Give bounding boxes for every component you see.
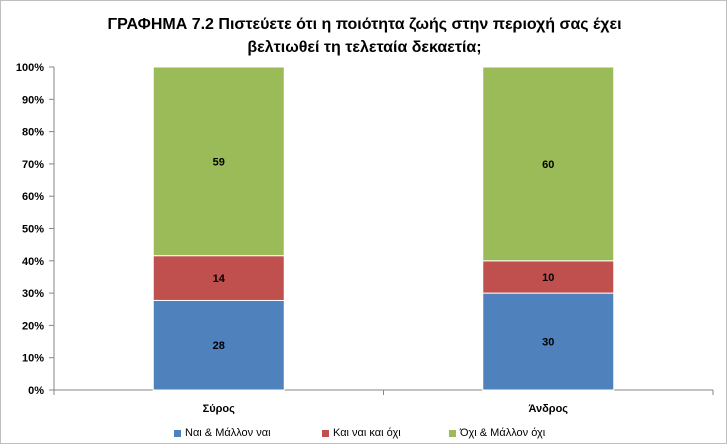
legend: Ναι & Μάλλον ναι Και ναι και όχι Όχι & Μάλ…	[1, 427, 727, 443]
legend-entry: Όχι & Μάλλον όχι	[449, 427, 545, 439]
y-tick-label: 90%	[22, 94, 44, 106]
y-tick-label: 40%	[22, 256, 44, 268]
legend-label: Και ναι και όχι	[333, 427, 401, 439]
data-label: 10	[542, 272, 554, 284]
bar-segment	[482, 66, 615, 262]
legend-entry: Και ναι και όχι	[322, 427, 401, 439]
y-tick-label: 80%	[22, 127, 44, 139]
chart-title-line2: βελτιωθεί τη τελεταία δεκαετία;	[247, 39, 482, 56]
x-tick-label: Άνδρος	[528, 403, 568, 415]
data-label: 59	[213, 156, 225, 168]
legend-swatch	[174, 429, 181, 437]
y-tick-label: 70%	[22, 159, 44, 171]
y-tick-label: 60%	[22, 191, 44, 203]
data-label: 60	[542, 159, 554, 171]
data-label: 28	[213, 340, 225, 352]
y-tick-label: 30%	[22, 288, 44, 300]
y-tick-label: 10%	[22, 353, 44, 365]
y-tick-label: 0%	[28, 385, 44, 397]
x-tick-label: Σύρος	[203, 403, 236, 415]
chart-title: ΓΡΑΦΗΜΑ 7.2 Πιστεύετε ότι η ποιότητα ζωή…	[1, 13, 727, 59]
y-tick-label: 50%	[22, 224, 44, 236]
bar-segment	[482, 292, 615, 391]
legend-label: Ναι & Μάλλον ναι	[185, 427, 271, 439]
y-tick-label: 20%	[22, 320, 44, 332]
bar-segment	[152, 66, 285, 257]
bar-segment	[152, 299, 285, 391]
chart-title-line1: ΓΡΑΦΗΜΑ 7.2 Πιστεύετε ότι η ποιότητα ζωή…	[107, 16, 622, 33]
data-label: 14	[213, 273, 226, 285]
legend-entry: Ναι & Μάλλον ναι	[174, 427, 271, 439]
bar-segment	[482, 260, 615, 294]
y-tick-label: 100%	[16, 62, 44, 74]
data-label: 30	[542, 337, 554, 349]
legend-label: Όχι & Μάλλον όχι	[460, 427, 546, 439]
bar-segment	[152, 255, 285, 301]
legend-swatch	[449, 429, 456, 437]
legend-swatch	[322, 429, 329, 437]
